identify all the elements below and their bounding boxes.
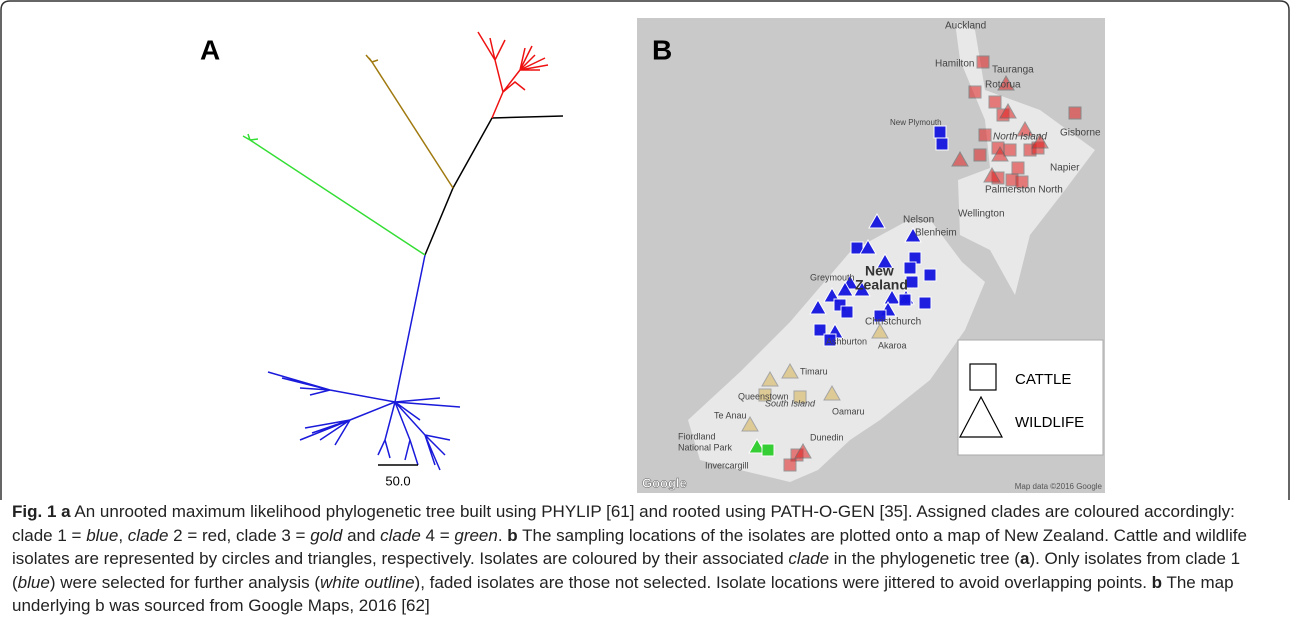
legend-label: WILDLIFE xyxy=(1015,414,1084,431)
place: Christchurch xyxy=(865,317,921,328)
caption-segment: gold xyxy=(310,526,342,545)
place: Greymouth xyxy=(810,272,855,282)
legend-box xyxy=(958,340,1103,455)
phylogenetic-tree xyxy=(243,32,563,470)
place: Invercargill xyxy=(705,460,749,470)
caption-segment: ), faded isolates are those not selected… xyxy=(415,573,1152,592)
place: Fiordland xyxy=(678,431,716,441)
caption-segment: a xyxy=(61,502,70,521)
place: National Park xyxy=(678,442,733,452)
place: Te Anau xyxy=(714,410,747,420)
frame xyxy=(1,1,10,500)
caption-segment: clade xyxy=(788,549,829,568)
figure: A 50.0 B Auckland Hamilton Tauranga Roto… xyxy=(0,0,1290,643)
isolate-marker xyxy=(904,262,916,274)
place: North Island xyxy=(993,132,1047,143)
place: Blenheim xyxy=(915,228,957,239)
panel-label: A xyxy=(200,34,220,65)
place: Hamilton xyxy=(935,59,974,70)
place: Tauranga xyxy=(992,65,1034,76)
place: Rotorua xyxy=(985,80,1021,91)
place: Oamaru xyxy=(832,406,865,416)
caption-segment: Fig. 1 xyxy=(12,502,56,521)
caption-segment: blue xyxy=(86,526,118,545)
isolate-marker xyxy=(969,86,981,98)
place: Gisborne xyxy=(1060,128,1101,139)
branch xyxy=(268,372,460,470)
isolate-marker xyxy=(924,269,936,281)
place: Auckland xyxy=(945,21,986,32)
isolate-marker xyxy=(936,138,948,150)
place: South Island xyxy=(765,398,816,408)
caption-segment: . xyxy=(498,526,507,545)
map-logo: Google xyxy=(642,475,687,490)
branch xyxy=(478,32,548,118)
branch xyxy=(243,134,425,255)
isolate-marker xyxy=(784,459,796,471)
map-attribution: Map data ©2016 Google xyxy=(1015,482,1103,491)
branch xyxy=(395,255,425,402)
caption-segment: green xyxy=(454,526,497,545)
caption-segment: clade xyxy=(128,526,169,545)
isolate-marker xyxy=(977,56,989,68)
place: Palmerston North xyxy=(985,185,1063,196)
caption-segment: white outline xyxy=(320,573,415,592)
isolate-marker xyxy=(762,444,774,456)
caption-segment: 4 = xyxy=(421,526,455,545)
isolate-marker xyxy=(1069,107,1081,119)
place: Dunedin xyxy=(810,432,844,442)
isolate-marker xyxy=(1004,144,1016,156)
place: Ashburton xyxy=(826,336,867,346)
isolate-marker xyxy=(899,294,911,306)
isolate-marker xyxy=(841,306,853,318)
caption-segment: and xyxy=(342,526,380,545)
caption-segment: in the phylogenetic tree ( xyxy=(829,549,1020,568)
isolate-marker xyxy=(1012,162,1024,174)
place: Zealand xyxy=(855,277,908,293)
panel-label: B xyxy=(652,34,672,65)
caption-segment: b xyxy=(507,526,517,545)
branch xyxy=(425,116,563,255)
caption-segment: b xyxy=(1152,573,1162,592)
legend-label: CATTLE xyxy=(1015,371,1071,388)
caption-segment: , xyxy=(118,526,127,545)
place: New Plymouth xyxy=(890,118,942,127)
caption-segment: ) were selected for further analysis ( xyxy=(50,573,320,592)
isolate-marker xyxy=(934,126,946,138)
branch xyxy=(366,55,453,188)
caption-segment: clade xyxy=(380,526,421,545)
place: Timaru xyxy=(800,366,828,376)
place: Napier xyxy=(1050,163,1080,174)
caption: Fig. 1 a An unrooted maximum likelihood … xyxy=(12,500,1280,618)
isolate-marker xyxy=(919,297,931,309)
isolate-marker xyxy=(974,149,986,161)
figure-panels: A 50.0 B Auckland Hamilton Tauranga Roto… xyxy=(0,0,1290,500)
place: Akaroa xyxy=(878,340,907,350)
caption-segment: blue xyxy=(18,573,50,592)
caption-segment: 2 = red, clade 3 = xyxy=(168,526,310,545)
legend: CATTLE WILDLIFE xyxy=(958,340,1103,455)
isolate-marker xyxy=(979,129,991,141)
scale-label: 50.0 xyxy=(385,473,410,488)
place: Wellington xyxy=(958,209,1005,220)
place: Nelson xyxy=(903,215,934,226)
isolate-marker xyxy=(989,96,1001,108)
